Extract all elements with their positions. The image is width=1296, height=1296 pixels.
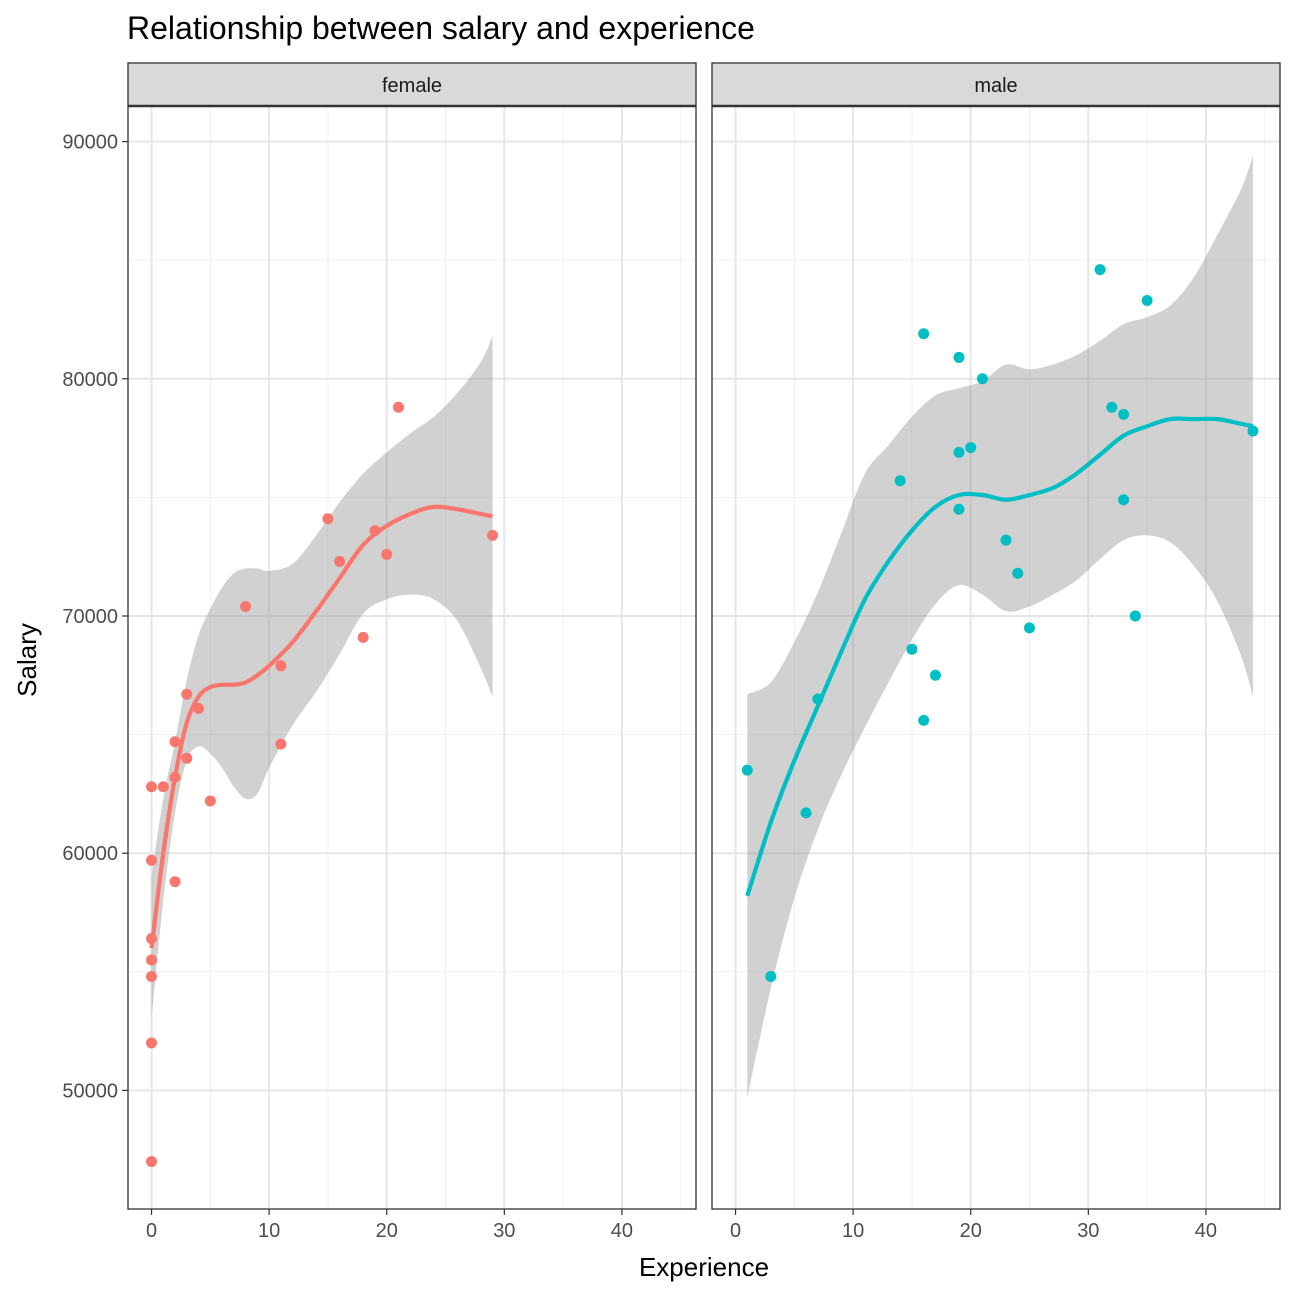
- data-point: [765, 971, 777, 983]
- facet-panel-female: female 0 10 20 30 40: [127, 62, 697, 1242]
- x-tick-label: 10: [258, 1220, 280, 1242]
- y-axis: 50000 60000 70000 80000 90000: [62, 132, 128, 1102]
- data-point: [146, 1156, 158, 1168]
- data-point: [204, 795, 216, 807]
- data-point: [929, 669, 941, 681]
- data-point: [487, 529, 499, 541]
- data-point: [918, 714, 930, 726]
- x-tick-label: 40: [1195, 1220, 1217, 1242]
- data-point: [1106, 401, 1118, 413]
- data-point: [157, 781, 169, 793]
- data-point: [1000, 534, 1012, 546]
- data-point: [1094, 264, 1106, 276]
- panel-background: [712, 106, 1280, 1209]
- data-point: [1012, 567, 1024, 579]
- x-tick-label: 0: [730, 1220, 741, 1242]
- facet-strip: [711, 62, 1281, 107]
- data-point: [146, 854, 158, 866]
- data-point: [181, 752, 193, 764]
- data-point: [953, 503, 965, 515]
- y-axis-title: Salary: [12, 623, 42, 697]
- y-tick-label: 50000: [62, 1080, 118, 1102]
- panel-background: [128, 106, 696, 1209]
- data-point: [240, 601, 252, 613]
- y-tick-label: 60000: [62, 843, 118, 865]
- data-point: [146, 1037, 158, 1049]
- y-tick-label: 80000: [62, 369, 118, 391]
- data-point: [146, 954, 158, 966]
- x-tick-label: 30: [1077, 1220, 1099, 1242]
- data-point: [1118, 494, 1130, 506]
- data-point: [322, 513, 334, 525]
- facet-strip-label: female: [382, 75, 442, 97]
- data-point: [918, 328, 930, 340]
- data-point: [193, 702, 205, 714]
- data-point: [894, 475, 906, 487]
- smooth-line: [745, 416, 1254, 897]
- data-point: [169, 736, 181, 748]
- chart-title: Relationship between salary and experien…: [127, 10, 755, 46]
- data-point: [181, 688, 193, 700]
- data-point: [392, 401, 404, 413]
- y-tick-label: 70000: [62, 606, 118, 628]
- x-tick-label: 20: [960, 1220, 982, 1242]
- x-tick-label: 10: [842, 1220, 864, 1242]
- data-point: [1024, 622, 1036, 634]
- data-point: [357, 631, 369, 643]
- data-point: [381, 548, 393, 560]
- data-point: [1118, 408, 1130, 420]
- x-tick-label: 30: [493, 1220, 515, 1242]
- data-point: [800, 807, 812, 819]
- data-point: [1247, 425, 1259, 437]
- data-point: [976, 373, 988, 385]
- confidence-band: [151, 336, 493, 1020]
- facet-strip: [127, 62, 697, 107]
- data-point: [275, 738, 287, 750]
- data-point: [953, 446, 965, 458]
- data-point: [169, 876, 181, 888]
- data-point: [334, 555, 346, 567]
- data-point: [965, 442, 977, 454]
- x-axis-title: Experience: [639, 1252, 769, 1282]
- data-point: [741, 764, 753, 776]
- confidence-band: [747, 155, 1253, 1098]
- facet-strip-label: male: [974, 75, 1017, 97]
- x-tick-label: 0: [146, 1220, 157, 1242]
- data-point: [953, 351, 965, 363]
- data-point: [1129, 610, 1141, 622]
- data-point: [275, 660, 287, 672]
- x-tick-label: 20: [376, 1220, 398, 1242]
- data-point: [906, 643, 918, 655]
- data-point: [146, 971, 158, 983]
- smooth-line: [149, 504, 493, 949]
- x-tick-label: 40: [611, 1220, 633, 1242]
- data-point: [1141, 295, 1153, 307]
- data-point: [146, 781, 158, 793]
- y-tick-label: 90000: [62, 132, 118, 154]
- facet-panel-male: male 0 10 20 30 40: [711, 62, 1281, 1242]
